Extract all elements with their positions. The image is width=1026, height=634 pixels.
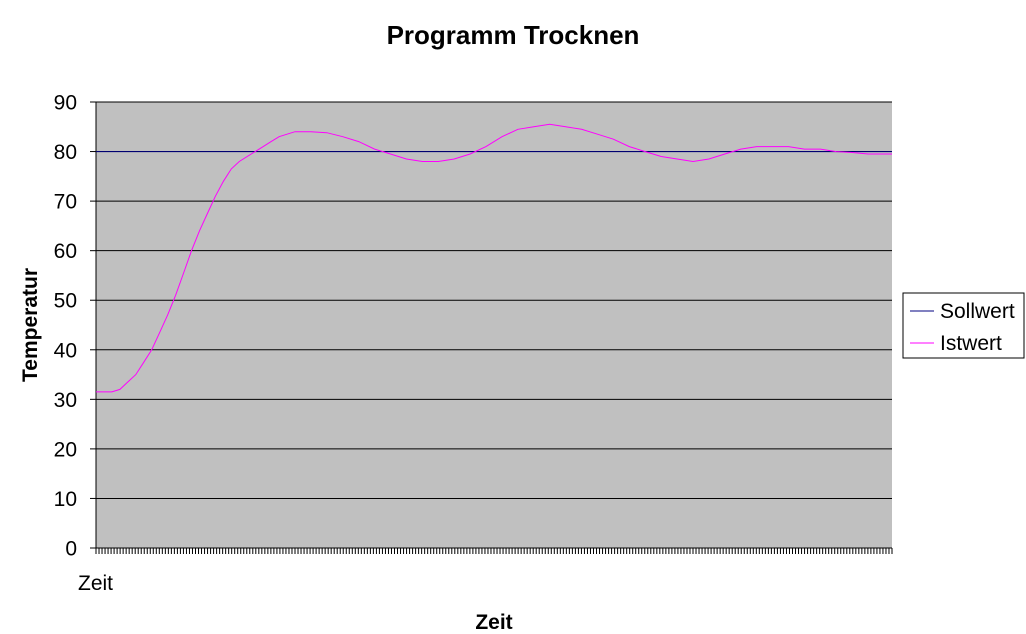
grid-lines bbox=[96, 101, 892, 499]
x-axis-title: Zeit bbox=[475, 611, 512, 634]
y-tick-label: 50 bbox=[54, 290, 77, 313]
y-axis-ticks: 0 10 20 30 40 50 60 70 80 90 bbox=[54, 92, 96, 561]
legend-label-sollwert: Sollwert bbox=[940, 300, 1015, 323]
y-axis-title: Temperatur bbox=[19, 268, 42, 382]
plot-area bbox=[96, 102, 892, 548]
legend-label-istwert: Istwert bbox=[940, 332, 1002, 355]
y-tick-label: 70 bbox=[54, 191, 77, 214]
legend-box bbox=[902, 292, 1025, 359]
y-tick-label: 60 bbox=[54, 240, 77, 263]
y-tick-label: 10 bbox=[54, 488, 77, 511]
y-tick-label: 20 bbox=[54, 438, 77, 461]
y-tick-label: 40 bbox=[54, 339, 77, 362]
y-tick-label: 0 bbox=[65, 538, 77, 561]
y-tick-label: 80 bbox=[54, 141, 77, 164]
chart-title: Programm Trocknen bbox=[387, 20, 640, 50]
x-tick-label: Zeit bbox=[78, 572, 113, 595]
legend: Sollwert Istwert bbox=[902, 292, 1025, 359]
y-tick-label: 30 bbox=[54, 389, 77, 412]
series-line-istwert bbox=[96, 123, 892, 393]
y-tick-label: 90 bbox=[54, 92, 77, 115]
x-axis-ticks bbox=[95, 548, 893, 554]
x-tick-marks bbox=[95, 548, 893, 554]
series-layer bbox=[96, 123, 892, 393]
